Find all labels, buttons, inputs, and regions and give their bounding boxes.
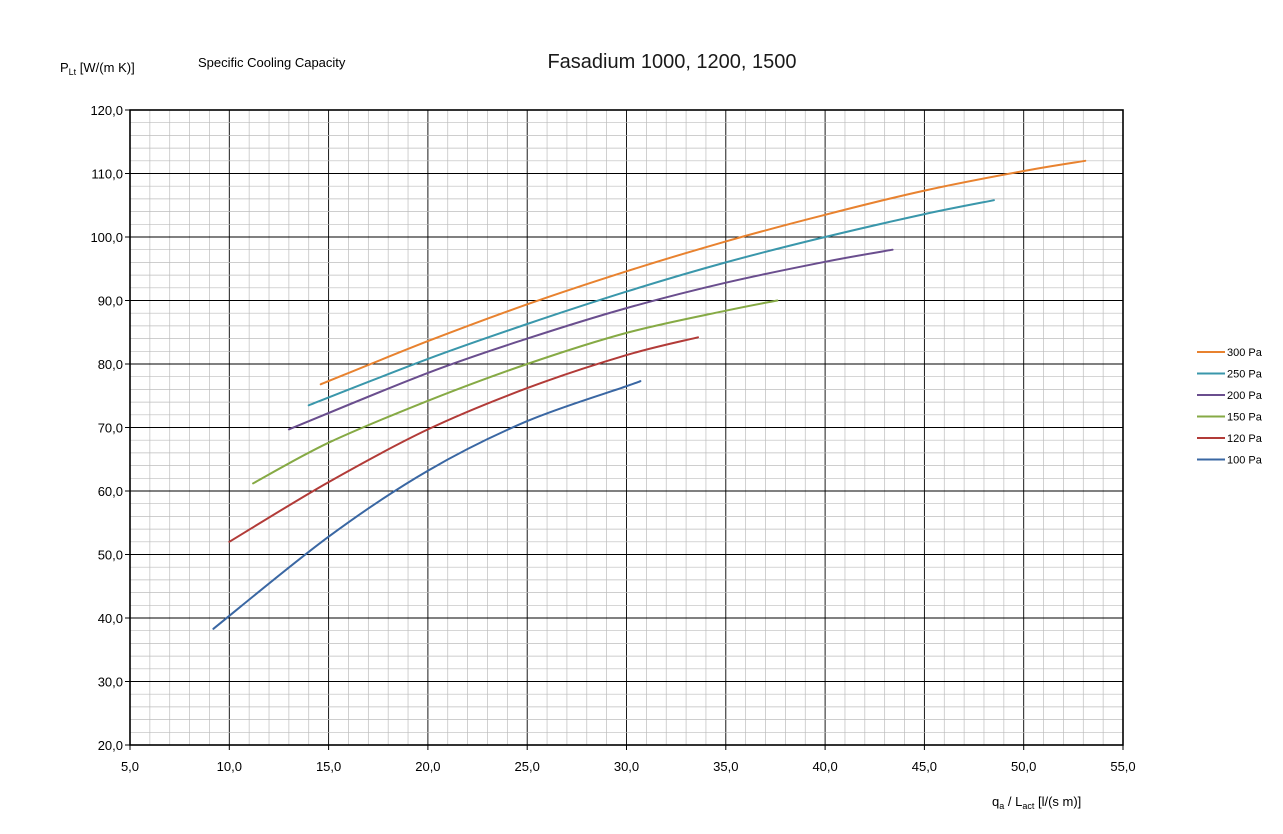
x-tick-label: 40,0 xyxy=(812,759,837,774)
y-tick-label: 60,0 xyxy=(98,484,123,499)
x-tick-label: 15,0 xyxy=(316,759,341,774)
y-tick-label: 110,0 xyxy=(91,167,123,182)
y-tick-label: 100,0 xyxy=(90,230,123,245)
x-axis-label-q: q xyxy=(992,794,999,809)
y-tick-label: 70,0 xyxy=(98,421,123,436)
legend: 300 Pa 250 Pa 200 Pa 150 Pa 120 Pa 100 Pa xyxy=(1197,347,1263,467)
x-axis-label-rest: [l/(s m)] xyxy=(1034,794,1081,809)
y-tick-label: 80,0 xyxy=(98,357,123,372)
x-tick-label: 30,0 xyxy=(614,759,639,774)
x-tick-label: 50,0 xyxy=(1011,759,1036,774)
series-line-150-pa xyxy=(252,299,779,485)
chart-title: Fasadium 1000, 1200, 1500 xyxy=(547,51,796,73)
y-tick-label: 30,0 xyxy=(98,675,123,690)
x-axis-label-mid: / L xyxy=(1004,794,1022,809)
y-tick-label: 20,0 xyxy=(98,738,123,753)
grid xyxy=(130,109,1124,745)
legend-label: 200 Pa xyxy=(1227,390,1263,402)
x-axis-label-q-sub: a xyxy=(999,801,1004,811)
y-axis-label-rest: [W/(m K)] xyxy=(76,60,135,75)
series-line-250-pa xyxy=(307,199,995,407)
y-axis-label-main: P xyxy=(60,60,69,75)
series-line-100-pa xyxy=(212,380,642,630)
legend-label: 120 Pa xyxy=(1227,433,1263,445)
y-axis-label: PLt [W/(m K)] xyxy=(60,60,135,77)
x-tick-label: 10,0 xyxy=(217,759,242,774)
series-line-300-pa xyxy=(319,159,1087,386)
y-tick-label: 120,0 xyxy=(90,103,123,118)
legend-label: 100 Pa xyxy=(1227,455,1263,467)
x-tick-label: 20,0 xyxy=(415,759,440,774)
y-tick-label: 90,0 xyxy=(98,294,123,309)
x-axis-label: qa / Lact [l/(s m)] xyxy=(992,794,1081,811)
legend-label: 150 Pa xyxy=(1227,412,1263,424)
chart-subtitle: Specific Cooling Capacity xyxy=(198,55,346,70)
x-tick-label: 35,0 xyxy=(713,759,738,774)
legend-label: 300 Pa xyxy=(1227,347,1263,359)
x-axis-label-l-sub: act xyxy=(1022,801,1035,811)
x-tick-label: 45,0 xyxy=(912,759,937,774)
y-tick-label: 50,0 xyxy=(98,548,123,563)
x-tick-label: 5,0 xyxy=(121,759,139,774)
y-tick-label: 40,0 xyxy=(98,611,123,626)
legend-label: 250 Pa xyxy=(1227,369,1263,381)
y-axis-label-sub: Lt xyxy=(69,67,77,77)
x-tick-label: 55,0 xyxy=(1110,759,1135,774)
series-line-200-pa xyxy=(287,248,894,431)
x-tick-label: 25,0 xyxy=(515,759,540,774)
series-lines xyxy=(212,159,1087,630)
x-tick-labels: 5,0 10,0 15,0 20,0 25,0 30,0 35,0 40,0 45,0 50,0 5… xyxy=(121,745,1136,774)
y-tick-labels: 20,0 30,0 40,0 50,0 60,0 70,0 80,0 90,0 100,0 110… xyxy=(90,103,130,753)
series-line-120-pa xyxy=(228,336,699,543)
